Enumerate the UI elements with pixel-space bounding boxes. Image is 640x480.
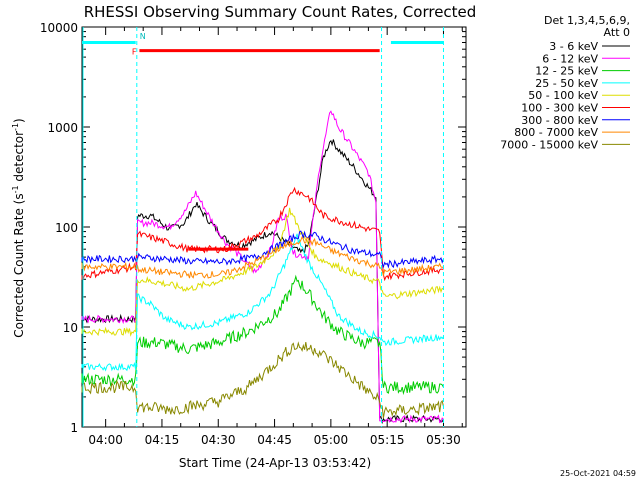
legend-header-1: Det 1,3,4,5,6,9, (544, 14, 630, 27)
legend-label: 6 - 12 keV (542, 52, 598, 65)
x-tick-label: 04:15 (145, 433, 180, 447)
legend-label: 50 - 100 keV (528, 89, 598, 102)
x-tick-label: 04:45 (257, 433, 292, 447)
legend-header-2: Att 0 (604, 26, 630, 39)
axis-ticks: 04:00 04:15 04:30 04:45 05:00 05:15 05:30 1 10 10… (40, 21, 466, 447)
legend-label: 7000 - 15000 keV (500, 138, 598, 151)
y-tick-label: 100 (55, 221, 78, 235)
night-marker-label: N (140, 32, 146, 41)
legend-label: 25 - 50 keV (535, 77, 598, 90)
x-tick-label: 05:30 (426, 433, 461, 447)
y-tick-label: 1000 (47, 121, 78, 135)
y-axis-label-sup2: -1 (11, 123, 20, 131)
x-tick-label: 04:00 (88, 433, 123, 447)
series-line-8 (81, 341, 444, 419)
series-line-6 (81, 230, 444, 269)
series-line-3 (81, 233, 444, 372)
state-bar-label: F (132, 48, 137, 57)
series-line-7 (81, 235, 444, 279)
x-tick-label: 05:00 (314, 433, 349, 447)
y-axis-label-end: ) (12, 118, 26, 123)
state-markers: FN (82, 27, 444, 427)
y-tick-label: 10000 (40, 21, 78, 35)
legend-label: 800 - 7000 keV (514, 126, 598, 139)
series-line-5 (81, 186, 444, 282)
plot-area: 04:00 04:15 04:30 04:45 05:00 05:15 05:30 1 10 10… (40, 21, 467, 447)
chart-title: RHESSI Observing Summary Count Rates, Co… (84, 3, 477, 21)
y-tick-label: 1 (70, 421, 78, 435)
footer-timestamp: 25-Oct-2021 04:59 (560, 469, 636, 478)
y-axis-label-sup1: -1 (11, 185, 20, 193)
legend-label: 12 - 25 keV (535, 65, 598, 78)
legend-label: 3 - 6 keV (549, 40, 598, 53)
x-axis-label: Start Time (24-Apr-13 03:53:42) (179, 456, 371, 470)
series-line-1 (81, 110, 444, 424)
y-tick-label: 10 (63, 321, 78, 335)
series-line-4 (81, 207, 444, 337)
series-line-2 (81, 274, 444, 396)
y-axis-label-main: Corrected Count Rate (s (12, 193, 26, 337)
series-layer (81, 110, 444, 425)
y-axis-label-mid: detector (12, 131, 26, 186)
y-axis-label: Corrected Count Rate (s-1 detector-1) (11, 118, 26, 337)
legend-label: 300 - 800 keV (521, 114, 598, 127)
legend-label: 100 - 300 keV (521, 102, 598, 115)
x-tick-label: 05:15 (370, 433, 405, 447)
x-tick-label: 04:30 (201, 433, 236, 447)
